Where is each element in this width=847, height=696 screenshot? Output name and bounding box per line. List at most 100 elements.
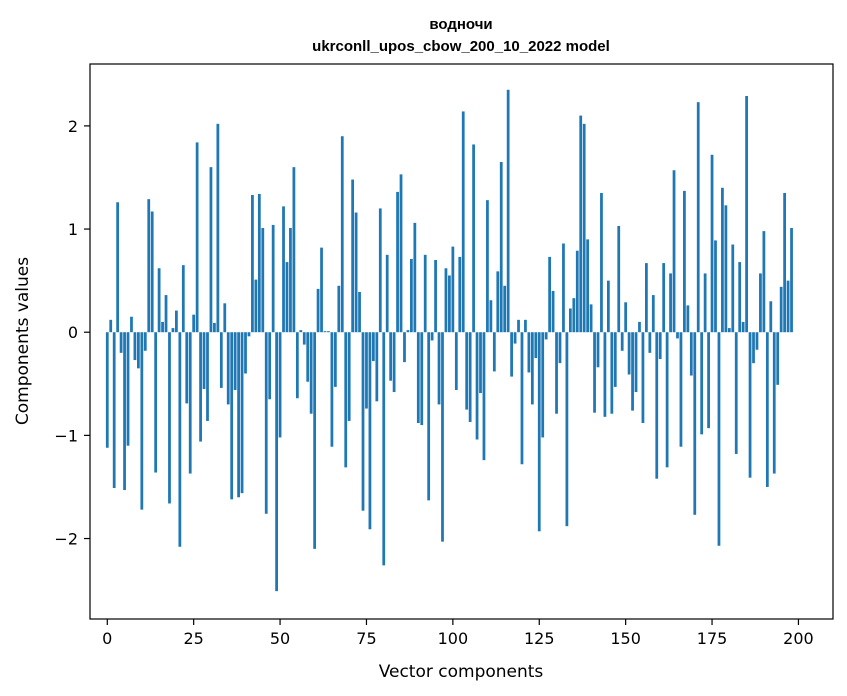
bar: [195, 142, 199, 333]
bar: [316, 288, 320, 333]
bar: [213, 322, 216, 333]
bar: [420, 332, 424, 426]
bar: [226, 332, 230, 405]
bar: [309, 332, 313, 414]
bar: [254, 279, 258, 333]
bar: [520, 332, 524, 465]
bar: [257, 193, 261, 333]
bar: [613, 332, 617, 387]
x-tick-label: 100: [438, 629, 469, 648]
bar: [562, 243, 565, 333]
bar: [727, 328, 731, 333]
bar: [133, 332, 137, 361]
bar: [472, 144, 475, 333]
bar: [219, 332, 223, 388]
x-tick-label: 75: [356, 629, 376, 648]
bar: [772, 332, 776, 474]
bar: [676, 332, 679, 339]
bar: [392, 332, 396, 393]
bar: [696, 102, 700, 333]
bar: [683, 190, 686, 333]
bar: [299, 330, 303, 333]
bar: [399, 174, 403, 333]
y-tick-label: −1: [54, 426, 78, 445]
bar: [710, 154, 714, 333]
bar: [188, 332, 192, 474]
bar: [707, 332, 710, 429]
bar: [527, 332, 531, 373]
bar: [714, 240, 717, 333]
bar: [551, 290, 555, 333]
bar: [765, 332, 769, 487]
bar: [344, 332, 348, 468]
bar: [624, 302, 628, 333]
bar: [371, 332, 375, 362]
bar: [216, 123, 220, 333]
bar: [140, 332, 144, 510]
y-tick-label: 1: [68, 220, 78, 239]
bar: [558, 332, 562, 364]
bar: [285, 262, 289, 333]
bar: [534, 332, 538, 359]
bar: [423, 254, 427, 333]
bar: [378, 208, 382, 333]
bar: [410, 258, 413, 333]
bar: [119, 332, 123, 353]
x-tick-label: 125: [524, 629, 555, 648]
bar: [430, 332, 434, 341]
bar: [596, 332, 600, 368]
bar: [475, 332, 479, 440]
bar: [123, 332, 126, 491]
bar: [206, 332, 209, 421]
bar: [568, 308, 572, 333]
bar: [233, 332, 237, 390]
bar: [530, 332, 534, 405]
bar: [658, 332, 662, 360]
bar: [717, 332, 721, 546]
bar: [769, 301, 773, 333]
bar: [154, 332, 158, 473]
x-tick-label: 25: [183, 629, 203, 648]
bar: [427, 332, 431, 501]
bar: [441, 332, 444, 542]
bar: [665, 332, 669, 468]
bar: [375, 332, 379, 402]
x-tick-label: 0: [102, 629, 112, 648]
bar: [703, 273, 707, 333]
bar: [178, 332, 182, 547]
bar: [752, 332, 755, 364]
bar: [403, 332, 406, 363]
bar: [406, 330, 410, 333]
x-tick-label: 200: [783, 629, 814, 648]
bar: [724, 205, 728, 333]
bar: [295, 332, 299, 399]
bar: [669, 273, 672, 333]
bar: [672, 170, 676, 333]
bar: [199, 332, 202, 442]
bar: [631, 332, 634, 411]
x-tick-label: 50: [270, 629, 290, 648]
bar: [686, 305, 690, 333]
bar: [651, 295, 655, 333]
bar: [157, 268, 161, 333]
bar: [116, 202, 120, 333]
bar: [434, 260, 437, 333]
bar: [320, 247, 323, 333]
bar: [492, 332, 496, 372]
bar: [358, 291, 361, 333]
bar: [745, 95, 748, 333]
bar: [734, 332, 738, 454]
bar: [333, 332, 337, 387]
bar: [572, 298, 576, 333]
bar: [610, 332, 614, 414]
bar: [126, 332, 130, 446]
bar: [244, 332, 247, 374]
bar: [606, 280, 610, 333]
bar: [416, 332, 420, 423]
bar: [524, 319, 527, 333]
bar: [385, 254, 389, 333]
bar: [437, 332, 441, 405]
plot-frame: [89, 63, 834, 620]
bar: [202, 332, 206, 389]
